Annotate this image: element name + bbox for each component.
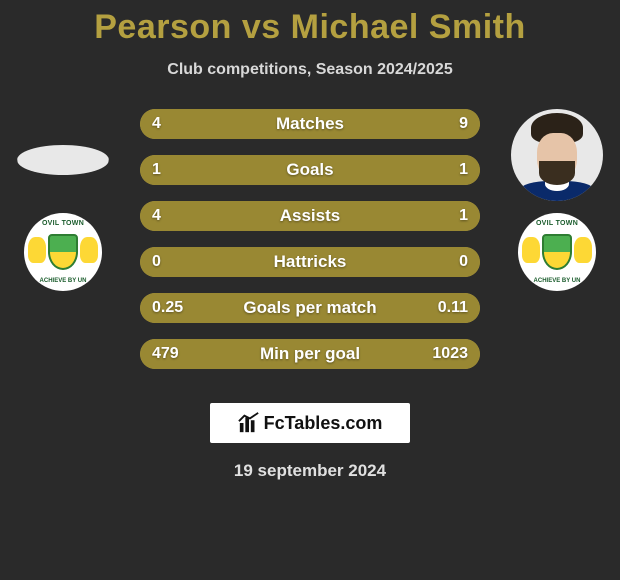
branding-badge[interactable]: FcTables.com [210,403,410,443]
stat-label: Goals per match [140,293,480,323]
crest-shield-icon [542,234,572,270]
player-right-avatar [511,109,603,201]
stat-bar: 0.250.11Goals per match [140,293,480,323]
branding-text: FcTables.com [264,413,383,434]
crest-lion-icon [522,237,540,263]
stat-bar: 4791023Min per goal [140,339,480,369]
avatar-placeholder-icon [17,145,109,175]
stat-label: Matches [140,109,480,139]
player-left-avatar [17,109,109,201]
crest-text-bottom: ACHIEVE BY UN [40,278,87,284]
player-right-column: OVIL TOWN ACHIEVE BY UN [502,109,612,291]
stat-label: Assists [140,201,480,231]
crest-lion-icon [80,237,98,263]
player-right-crest: OVIL TOWN ACHIEVE BY UN [518,213,596,291]
stats-bars: 49Matches 11Goals 41Assists 00Hattricks 0.25… [140,109,480,385]
page-title: Pearson vs Michael Smith [0,0,620,47]
player-left-column: OVIL TOWN ACHIEVE BY UN [8,109,118,291]
crest-shield-icon [48,234,78,270]
stat-bar: 00Hattricks [140,247,480,277]
date-label: 19 september 2024 [0,461,620,481]
comparison-panel: OVIL TOWN ACHIEVE BY UN 49Matches 11Goals… [0,109,620,389]
crest-lion-icon [574,237,592,263]
avatar-face-icon [511,109,603,201]
crest-text-bottom: ACHIEVE BY UN [534,278,581,284]
crest-text-top: OVIL TOWN [42,220,84,227]
bar-chart-icon [238,412,260,434]
stat-bar: 11Goals [140,155,480,185]
crest-text-top: OVIL TOWN [536,220,578,227]
stat-bar: 49Matches [140,109,480,139]
stat-label: Goals [140,155,480,185]
crest-lion-icon [28,237,46,263]
stat-bar: 41Assists [140,201,480,231]
player-left-crest: OVIL TOWN ACHIEVE BY UN [24,213,102,291]
stat-label: Hattricks [140,247,480,277]
page-subtitle: Club competitions, Season 2024/2025 [0,61,620,79]
stat-label: Min per goal [140,339,480,369]
